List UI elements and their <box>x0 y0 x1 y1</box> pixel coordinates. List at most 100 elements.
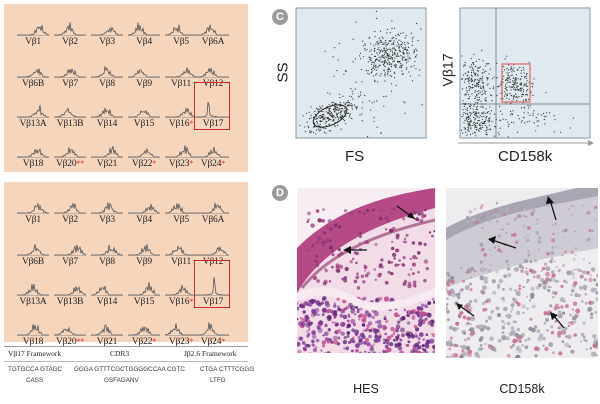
facs-event-dot <box>465 131 467 133</box>
tissue-cell <box>594 219 597 222</box>
tissue-cell <box>525 240 528 243</box>
facs-event-dot <box>323 117 325 119</box>
tissue-cell <box>594 342 597 345</box>
vb17-framework-heading: Vβ17 Framework <box>8 349 62 358</box>
tissue-cell <box>297 341 301 347</box>
facs-event-dot <box>334 107 336 109</box>
tissue-cell <box>536 274 541 279</box>
facs-event-dot <box>366 49 368 51</box>
tissue-cell <box>407 340 411 344</box>
tissue-cell <box>458 316 461 319</box>
facs-event-dot <box>470 119 472 121</box>
facs-event-dot <box>403 56 405 59</box>
tissue-cell <box>383 296 390 302</box>
facs-event-dot <box>306 121 308 123</box>
tissue-cell <box>326 225 330 229</box>
tissue-cell <box>424 209 427 212</box>
spectratype-peak-a-2-5 <box>197 102 229 118</box>
tissue-cell <box>412 255 417 260</box>
tissue-cell <box>306 334 310 338</box>
facs-event-dot <box>545 115 547 117</box>
facs-event-dot <box>461 88 464 90</box>
facs-event-dot <box>473 114 475 116</box>
significance-asterisk: * <box>152 159 157 168</box>
tissue-cell <box>369 346 375 352</box>
facs-event-dot <box>475 101 477 104</box>
facs-event-dot <box>469 111 471 114</box>
tissue-cell <box>552 296 555 299</box>
tissue-cell <box>490 254 493 257</box>
facs-event-dot <box>361 107 363 109</box>
facs-event-dot <box>486 115 488 117</box>
facs-event-dot <box>340 128 342 130</box>
facs-event-dot <box>391 43 393 45</box>
facs-event-dot <box>517 97 519 99</box>
facs-event-dot <box>376 73 378 75</box>
facs-event-dot <box>468 125 470 127</box>
facs-event-dot <box>471 69 473 71</box>
facs-event-dot <box>342 115 344 117</box>
tissue-cell <box>315 338 320 343</box>
tissue-cell <box>432 347 435 351</box>
tissue-cell <box>359 332 365 338</box>
facs-event-dot <box>489 87 491 89</box>
tissue-cell <box>497 339 502 343</box>
tissue-cell <box>333 312 338 317</box>
facs-event-dot <box>476 126 478 128</box>
tissue-cell <box>426 312 432 318</box>
facs-event-dot <box>349 95 351 97</box>
facs-right-ylabel: Vβ17 <box>439 53 456 87</box>
tissue-cell <box>418 322 423 327</box>
facs-event-dot <box>512 77 514 79</box>
facs-event-dot <box>305 130 307 133</box>
facs-event-dot <box>390 63 392 65</box>
facs-event-dot <box>327 119 330 121</box>
facs-event-dot <box>545 92 547 94</box>
spectratype-peak-a-2-2 <box>91 107 123 118</box>
tissue-cell <box>465 322 469 326</box>
tissue-cell <box>538 283 542 288</box>
tissue-cell <box>570 271 575 277</box>
spectratype-peak-a-3-3 <box>128 147 160 158</box>
facs-event-dot <box>485 132 488 134</box>
facs-event-dot <box>394 57 396 59</box>
facs-event-dot <box>409 58 411 60</box>
tissue-cell <box>572 301 578 306</box>
tissue-cell <box>488 263 493 267</box>
tissue-cell <box>413 211 417 215</box>
facs-event-dot <box>569 127 571 129</box>
tissue-cell <box>353 279 358 284</box>
facs-event-dot <box>414 60 416 63</box>
facs-event-dot <box>521 120 523 122</box>
facs-event-dot <box>523 85 525 87</box>
aa-sequence-right: LTFG <box>210 377 226 384</box>
facs-event-dot <box>375 74 377 76</box>
facs-event-dot <box>476 99 478 101</box>
tissue-cell <box>390 212 393 215</box>
facs-event-dot <box>369 36 371 38</box>
facs-event-dot <box>340 110 342 112</box>
facs-event-dot <box>359 52 362 54</box>
tissue-cell <box>560 328 565 333</box>
vbeta-label-text: Vβ22 <box>131 159 153 169</box>
facs-event-dot <box>464 103 466 106</box>
tissue-cell <box>514 241 517 244</box>
tissue-cell <box>521 343 524 347</box>
tissue-cell <box>374 278 377 281</box>
facs-event-dot <box>386 56 388 58</box>
facs-event-dot <box>467 118 469 120</box>
facs-event-dot <box>382 43 384 45</box>
facs-event-dot <box>391 49 393 51</box>
tissue-cell <box>507 263 510 266</box>
facs-event-dot <box>383 42 385 44</box>
facs-event-dot <box>382 63 384 66</box>
tissue-cell <box>446 309 450 314</box>
facs-event-dot <box>415 56 417 58</box>
tissue-cell <box>306 220 309 223</box>
tissue-cell <box>584 278 587 281</box>
tissue-cell <box>390 326 395 332</box>
tissue-cell <box>557 306 560 309</box>
tissue-cell <box>487 315 492 321</box>
aa-sequence-middle: GSFAGANV <box>104 377 139 384</box>
facs-event-dot <box>473 104 475 106</box>
